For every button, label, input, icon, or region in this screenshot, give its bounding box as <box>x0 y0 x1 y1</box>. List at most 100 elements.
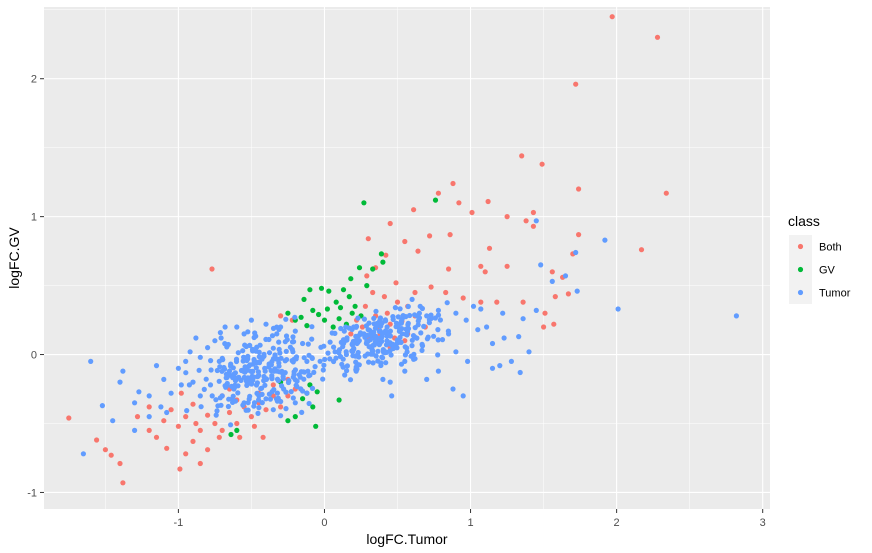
point-tumor <box>424 313 430 319</box>
point-tumor <box>218 335 224 341</box>
point-tumor <box>331 344 337 350</box>
point-tumor <box>232 370 238 376</box>
point-both <box>541 324 547 330</box>
legend-label-both: Both <box>819 242 842 254</box>
point-tumor <box>110 418 116 424</box>
point-tumor <box>300 388 306 394</box>
point-tumor <box>256 397 262 403</box>
point-tumor <box>387 333 393 339</box>
point-tumor <box>247 393 253 399</box>
point-tumor <box>410 333 417 339</box>
x-tick-label: 3 <box>760 517 766 529</box>
point-tumor <box>301 355 307 361</box>
point-tumor <box>538 262 544 268</box>
point-tumor <box>407 312 413 319</box>
point-tumor <box>387 328 393 334</box>
point-tumor <box>431 333 437 339</box>
point-tumor <box>241 374 247 380</box>
point-tumor <box>325 350 331 356</box>
point-both <box>209 266 215 272</box>
point-both <box>411 207 417 213</box>
point-both <box>384 310 390 316</box>
point-tumor <box>196 367 202 373</box>
point-tumor <box>380 347 386 353</box>
point-tumor <box>421 323 427 329</box>
point-tumor <box>342 372 348 378</box>
point-tumor <box>573 249 579 256</box>
point-tumor <box>256 405 262 411</box>
point-tumor <box>270 345 276 351</box>
point-tumor <box>398 339 404 345</box>
point-both <box>415 248 421 254</box>
point-tumor <box>371 329 377 335</box>
point-both <box>117 460 123 467</box>
point-both <box>219 427 225 433</box>
point-tumor <box>247 379 254 385</box>
point-gv <box>352 303 358 309</box>
point-tumor <box>362 353 368 359</box>
point-tumor <box>307 372 313 378</box>
point-tumor <box>198 404 204 410</box>
point-gv <box>324 306 330 312</box>
point-tumor <box>371 315 377 321</box>
point-both <box>576 186 582 192</box>
point-tumor <box>424 336 430 342</box>
point-tumor <box>395 314 401 320</box>
point-gv <box>337 305 344 311</box>
point-tumor <box>435 327 441 333</box>
point-both <box>226 409 233 416</box>
point-both <box>364 273 370 279</box>
point-tumor <box>392 305 398 311</box>
point-tumor <box>241 400 247 406</box>
point-tumor <box>186 382 192 388</box>
point-tumor <box>132 427 138 433</box>
point-gv <box>285 310 291 316</box>
point-both <box>504 214 510 220</box>
point-gv <box>234 427 240 433</box>
point-tumor <box>298 369 304 375</box>
point-tumor <box>245 356 251 362</box>
point-tumor <box>317 358 323 364</box>
legend-label-tumor: Tumor <box>819 288 851 300</box>
point-tumor <box>279 370 285 376</box>
point-tumor <box>222 383 228 389</box>
point-tumor <box>398 318 404 324</box>
point-tumor <box>259 385 265 391</box>
point-both <box>663 190 669 196</box>
legend: class Both GV Tumor <box>788 213 851 304</box>
point-gv <box>301 296 307 302</box>
point-tumor <box>292 314 298 320</box>
point-tumor <box>178 382 184 388</box>
point-gv <box>432 197 439 203</box>
point-both <box>193 420 199 427</box>
point-tumor <box>402 368 408 374</box>
point-both <box>402 238 408 245</box>
point-tumor <box>405 326 411 332</box>
point-both <box>164 445 170 451</box>
point-tumor <box>366 320 372 326</box>
point-both <box>519 153 525 159</box>
point-both <box>177 466 183 472</box>
point-gv <box>321 317 328 323</box>
point-both <box>450 180 456 187</box>
point-both <box>654 34 661 40</box>
point-gv <box>348 276 354 282</box>
y-tick-label: 0 <box>31 350 37 362</box>
point-both <box>523 218 529 224</box>
point-tumor <box>217 364 223 370</box>
point-both <box>381 294 387 300</box>
point-tumor <box>292 328 298 334</box>
point-both <box>278 404 284 410</box>
point-tumor <box>321 362 327 368</box>
point-both <box>66 415 72 421</box>
point-tumor <box>283 333 290 339</box>
point-tumor <box>269 375 275 381</box>
point-both <box>460 295 466 301</box>
point-tumor <box>153 363 160 369</box>
point-tumor <box>508 358 514 364</box>
point-gv <box>336 316 342 322</box>
point-both <box>435 190 441 196</box>
point-tumor <box>228 422 234 428</box>
point-tumor <box>322 356 328 362</box>
